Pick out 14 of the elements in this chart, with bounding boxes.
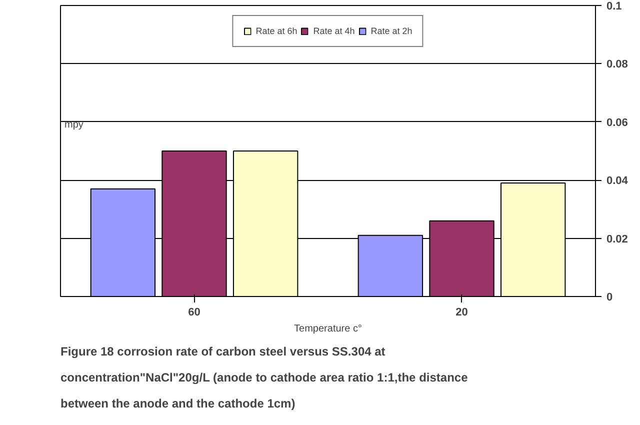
y-tick-label: 0 <box>606 292 613 304</box>
y-axis-title: mpy <box>64 120 84 131</box>
y-tick-label: 0.06 <box>606 116 628 129</box>
y-tick-label: 0.08 <box>606 58 628 71</box>
y-tick-label: 0.02 <box>606 233 628 246</box>
text: Figure 18 corrosion rate of carbon steel versus SS.304 at concentration"NaCl"20g/L (anode to cathode area ratio 1:1,the distance between the anode and the cathode 1cm) <box>60 344 468 410</box>
legend-label: Rate at 4h <box>313 26 355 36</box>
x-tick-label: 20 <box>456 306 468 318</box>
x-tick-label: 60 <box>188 306 200 318</box>
legend-label: Rate at 2h <box>370 26 412 36</box>
legend-label: Rate at 6h <box>256 26 298 36</box>
y-tick-label: 0.04 <box>606 175 629 188</box>
x-axis-title: Temperature c° <box>294 324 362 334</box>
y-tick-label: 0.1 <box>606 0 622 12</box>
